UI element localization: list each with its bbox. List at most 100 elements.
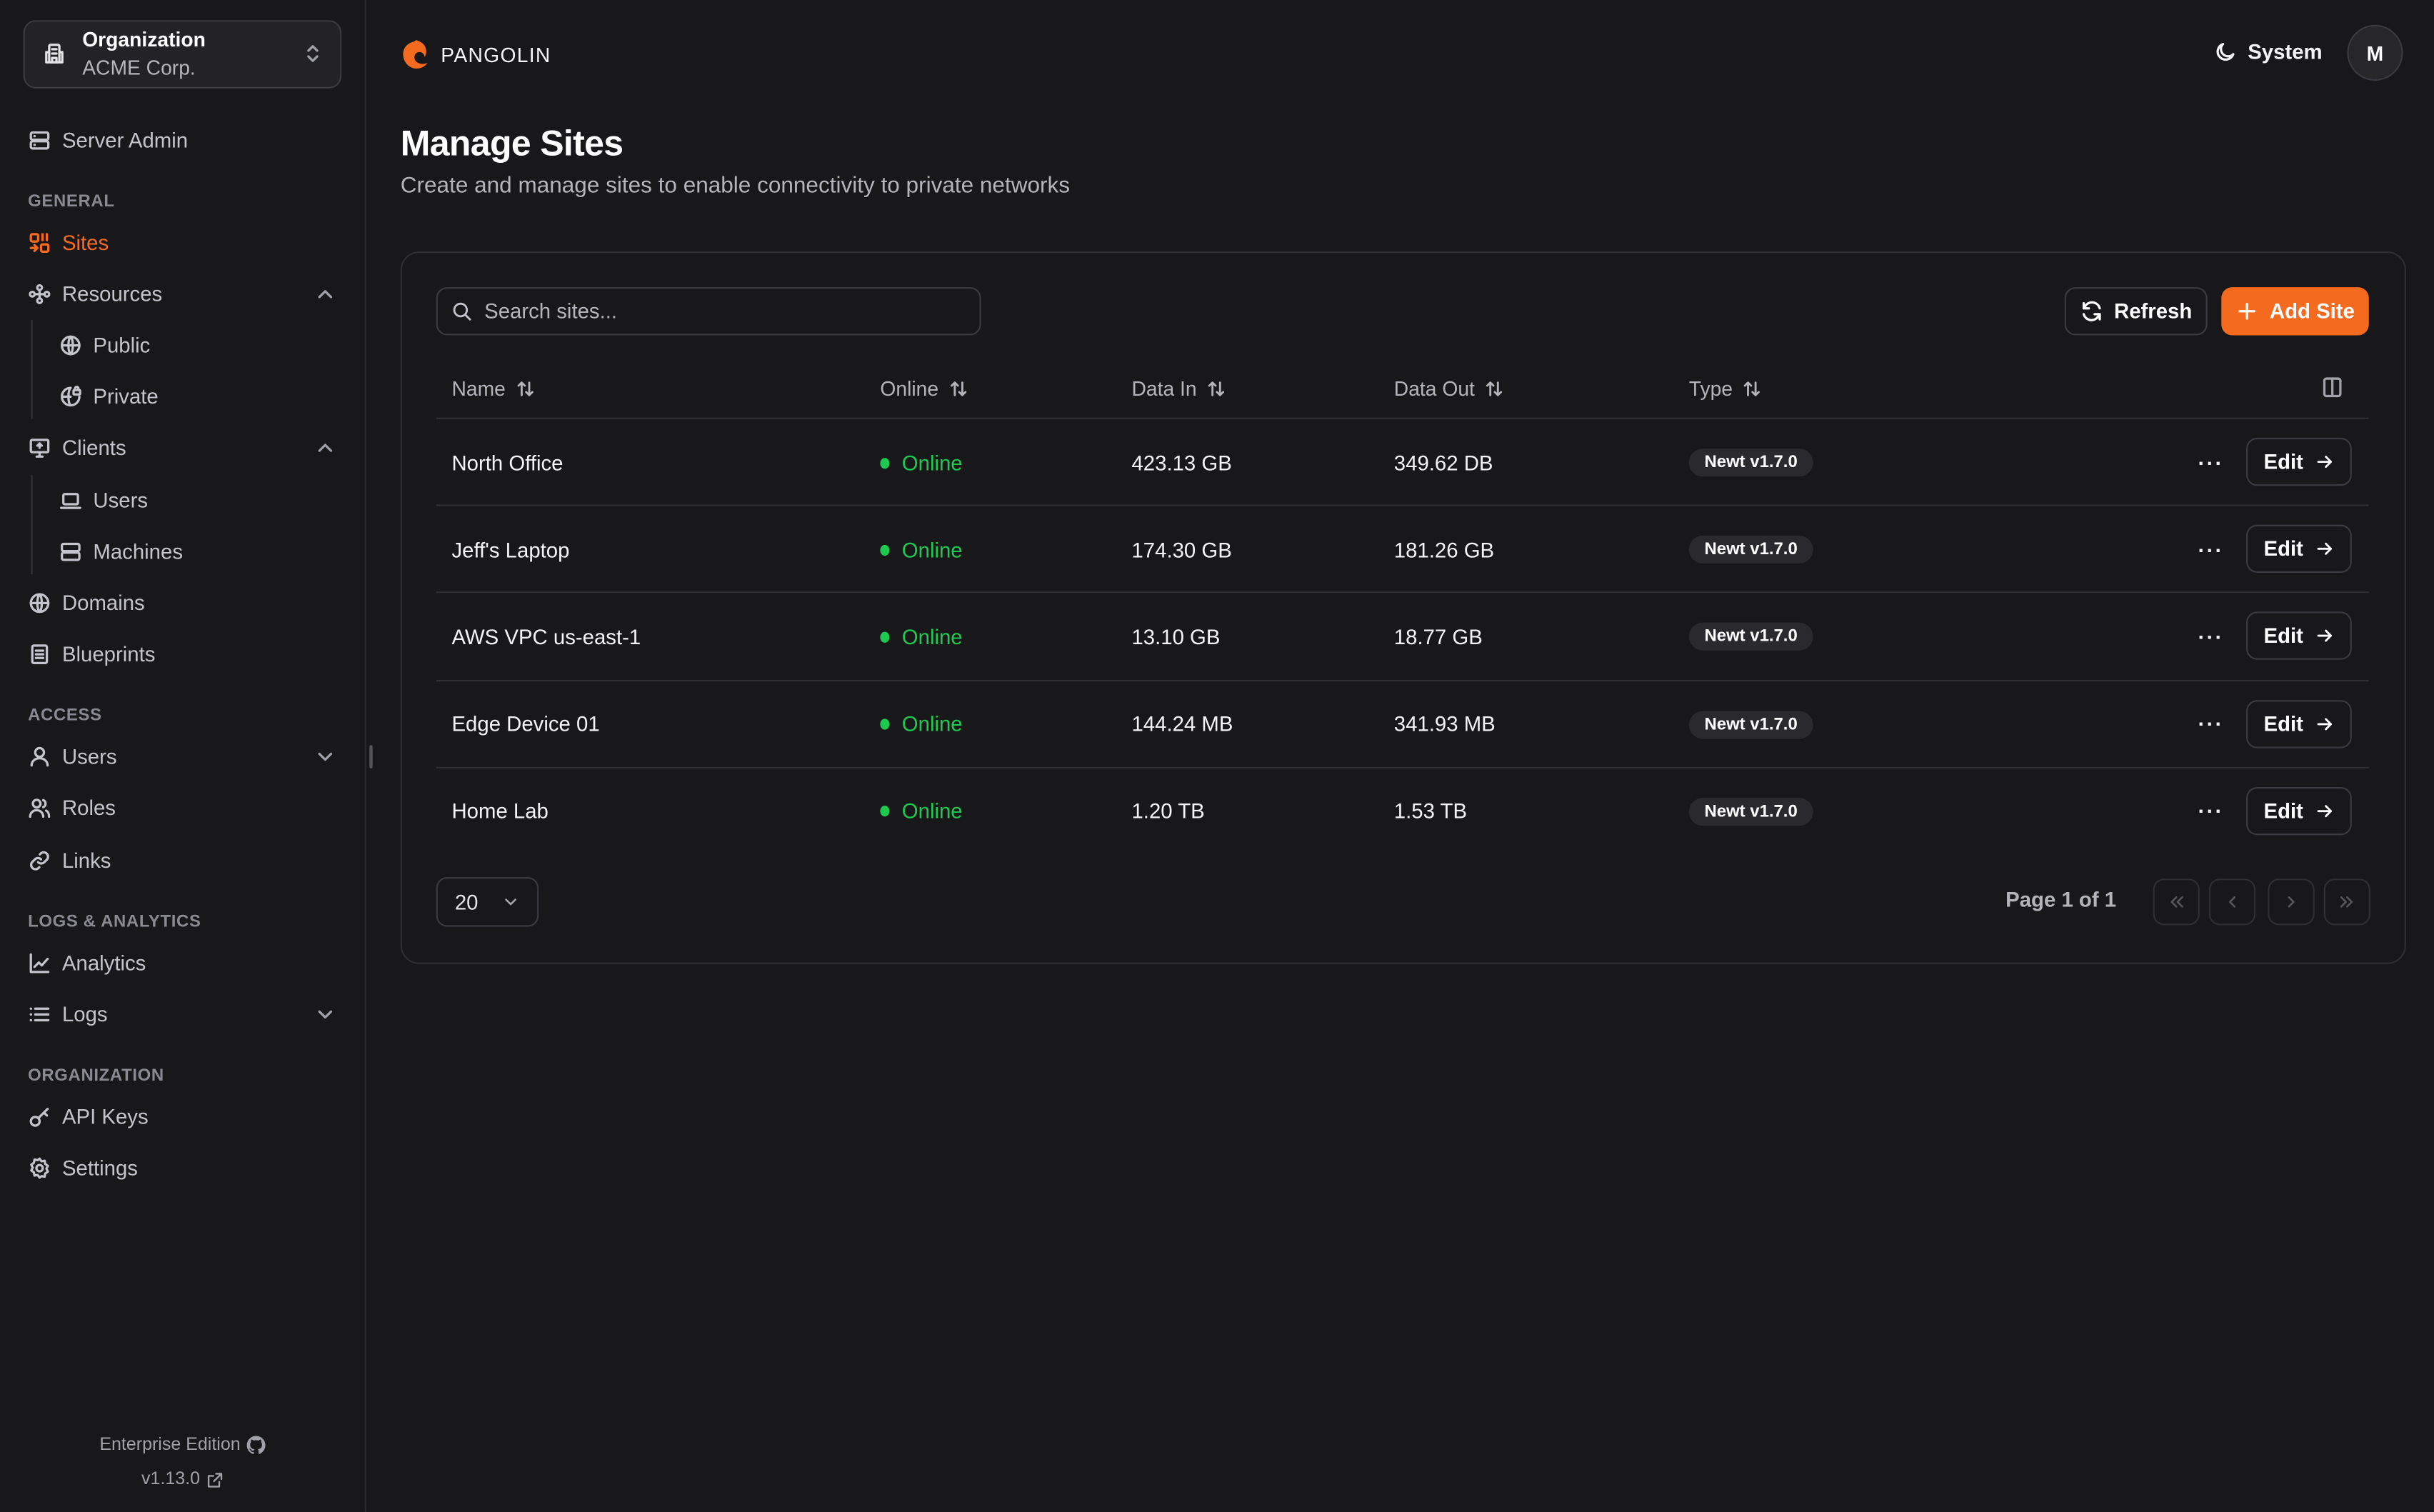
sidebar-item-resources[interactable]: Resources (28, 278, 162, 309)
more-actions-icon[interactable]: ··· (2198, 799, 2224, 823)
site-name: Jeff's Laptop (451, 538, 570, 562)
sidebar-item-links[interactable]: Links (28, 844, 111, 875)
sidebar-item-clients[interactable]: Clients (28, 431, 126, 462)
search-field[interactable] (484, 299, 951, 324)
chevron-up-icon[interactable] (314, 283, 337, 306)
site-name: Home Lab (451, 799, 549, 823)
last-page-button[interactable] (2323, 878, 2370, 926)
sort-icon (1486, 381, 1503, 396)
column-header-data-in[interactable]: Data In (1131, 377, 1226, 401)
org-switcher[interactable]: Organization ACME Corp. (23, 20, 342, 89)
edit-button[interactable]: Edit (2246, 699, 2352, 748)
data-out: 341.93 MB (1393, 712, 1496, 736)
type-badge: Newt v1.7.0 (1688, 536, 1813, 564)
chevrons-up-down-icon (307, 45, 319, 62)
add-site-label: Add Site (2269, 299, 2355, 324)
laptop-icon (60, 492, 81, 509)
user-icon (30, 746, 49, 766)
workflow-icon (29, 283, 51, 304)
sidebar-item-api-keys[interactable]: API Keys (28, 1101, 149, 1131)
section-access: ACCESS (28, 706, 102, 726)
pangolin-logo-icon (403, 40, 428, 69)
next-page-button[interactable] (2268, 878, 2315, 926)
sidebar-item-public[interactable]: Public (59, 329, 151, 360)
sidebar-item-roles[interactable]: Roles (28, 791, 116, 822)
version-link[interactable]: v1.13.0 (0, 1470, 365, 1488)
arrow-right-icon (2317, 543, 2332, 556)
status-cell: Online (880, 419, 963, 506)
type-badge: Newt v1.7.0 (1688, 797, 1813, 826)
chart-line-icon (29, 952, 50, 973)
table-row: Home Lab Online 1.20 TB 1.53 TB Newt v1.7.0 ·… (436, 766, 2369, 855)
org-label: Organization (82, 28, 206, 51)
sidebar-item-sites[interactable]: Sites (28, 226, 109, 257)
label: Logs (61, 1001, 108, 1026)
page-subtitle: Create and manage sites to enable connec… (400, 174, 1071, 199)
sidebar-resize-handle[interactable] (369, 745, 373, 768)
sidebar-item-blueprints[interactable]: Blueprints (28, 638, 155, 669)
refresh-button[interactable]: Refresh (2064, 287, 2208, 336)
chevron-down-icon[interactable] (314, 745, 337, 768)
search-input[interactable] (436, 287, 981, 336)
columns-icon[interactable] (2320, 376, 2344, 399)
edit-label: Edit (2263, 798, 2303, 823)
status-text: Online (901, 625, 963, 649)
chevron-down-icon[interactable] (314, 1003, 337, 1026)
brand-logo[interactable]: PANGOLIN (399, 37, 551, 71)
sidebar-item-domains[interactable]: Domains (28, 587, 145, 618)
add-site-button[interactable]: Add Site (2221, 287, 2369, 336)
status-dot-icon (880, 631, 890, 643)
sidebar-item-analytics[interactable]: Analytics (28, 947, 146, 978)
gear-icon (30, 1156, 49, 1178)
monitor-icon (29, 438, 50, 457)
chevron-down-icon (505, 898, 516, 906)
edit-button[interactable]: Edit (2246, 437, 2352, 486)
sidebar-item-private[interactable]: Private (59, 381, 159, 411)
avatar[interactable]: M (2347, 24, 2403, 81)
sort-icon (1208, 381, 1224, 396)
label: Public (93, 333, 151, 356)
more-actions-icon[interactable]: ··· (2198, 451, 2224, 475)
globe-icon (29, 592, 50, 613)
page-size-select[interactable]: 20 (436, 877, 539, 927)
edition-link[interactable]: Enterprise Edition (0, 1436, 365, 1455)
more-actions-icon[interactable]: ··· (2198, 538, 2224, 562)
column-header-type[interactable]: Type (1689, 377, 1763, 401)
arrow-right-icon (2317, 630, 2332, 643)
column-header-online[interactable]: Online (880, 377, 968, 401)
status-dot-icon (880, 544, 890, 556)
version-text: v1.13.0 (141, 1470, 201, 1489)
tree-line (31, 475, 33, 575)
chevrons-left-icon (2170, 896, 2183, 908)
edit-button[interactable]: Edit (2246, 612, 2352, 661)
section-general: GENERAL (28, 192, 115, 211)
more-actions-icon[interactable]: ··· (2198, 712, 2224, 736)
server-icon (29, 130, 50, 149)
edit-button[interactable]: Edit (2246, 786, 2352, 835)
status-cell: Online (880, 506, 963, 594)
column-header-data-out[interactable]: Data Out (1394, 377, 1504, 401)
sidebar-item-machines[interactable]: Machines (59, 536, 183, 566)
chevron-up-icon[interactable] (314, 436, 337, 460)
column-header-name[interactable]: Name (451, 377, 535, 401)
edit-label: Edit (2263, 624, 2303, 649)
sidebar-item-logs[interactable]: Logs (28, 998, 108, 1029)
label: Blueprints (61, 641, 156, 666)
sidebar-item-server-admin[interactable]: Server Admin (28, 124, 188, 155)
status-dot-icon (880, 719, 890, 730)
label: Users (61, 744, 117, 768)
sidebar-item-users[interactable]: Users (28, 741, 117, 771)
more-actions-icon[interactable]: ··· (2198, 625, 2224, 649)
theme-toggle[interactable]: System (2213, 41, 2323, 64)
table-row: Jeff's Laptop Online 174.30 GB 181.26 GB New… (436, 504, 2369, 594)
arrow-right-icon (2317, 717, 2332, 730)
edit-label: Edit (2263, 450, 2303, 474)
prev-page-button[interactable] (2208, 878, 2256, 926)
table-row: Edge Device 01 Online 144.24 MB 341.93 MB Ne… (436, 679, 2369, 768)
edit-button[interactable]: Edit (2246, 525, 2352, 574)
sidebar-item-client-users[interactable]: Users (59, 484, 148, 515)
globe-lock-icon (61, 385, 81, 406)
sidebar: Organization ACME Corp. Server Admin GEN… (0, 0, 366, 1512)
sidebar-item-settings[interactable]: Settings (28, 1152, 138, 1183)
first-page-button[interactable] (2153, 878, 2200, 926)
